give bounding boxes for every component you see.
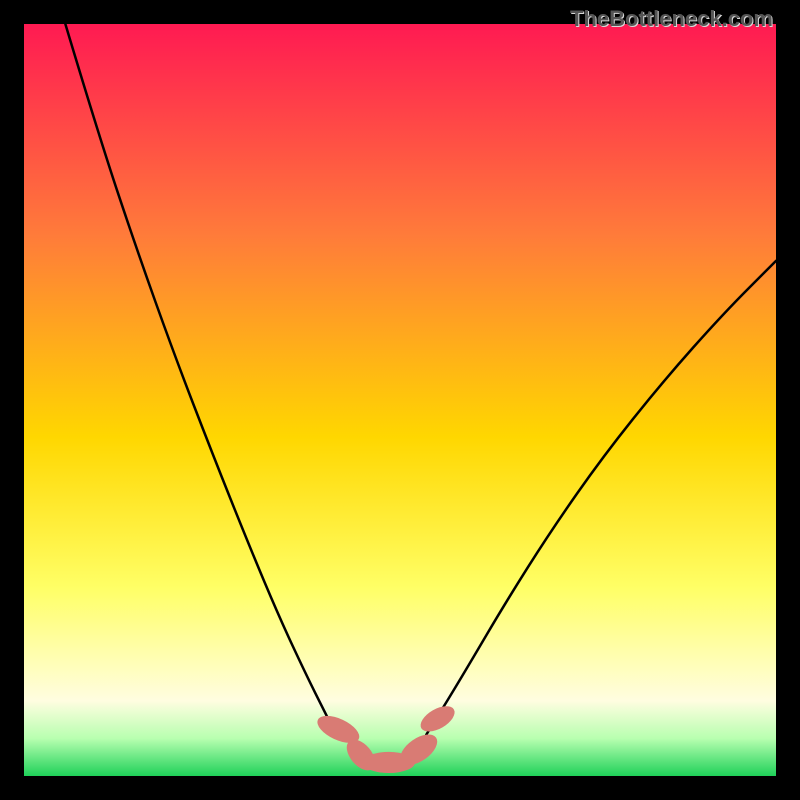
bottom-marker [416,701,458,737]
curve-layer [0,0,800,800]
bottleneck-chart: TheBottleneck.com [0,0,800,800]
bottleneck-curve-branch [426,261,776,735]
bottleneck-curve-branch [65,24,336,735]
watermark-text: TheBottleneck.com [570,6,773,32]
